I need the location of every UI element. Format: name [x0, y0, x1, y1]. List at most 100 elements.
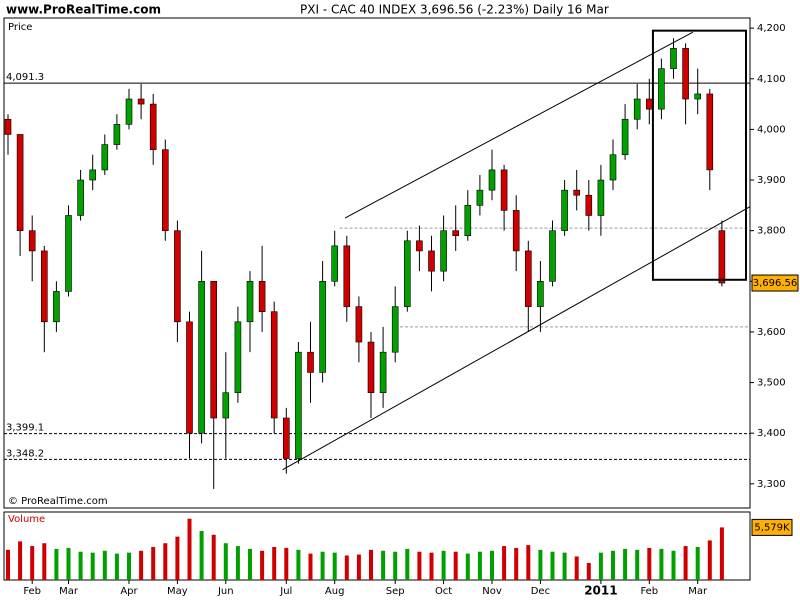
- candle-body: [331, 245, 339, 282]
- volume-bar: [707, 540, 712, 580]
- volume-bar: [611, 550, 615, 580]
- highlight-box: [651, 29, 747, 281]
- x-tick-label: Mar: [688, 586, 708, 597]
- candle-body: [645, 98, 653, 110]
- candle-body: [295, 351, 302, 459]
- x-tick-label: Sep: [386, 586, 405, 597]
- volume-bar: [465, 553, 470, 580]
- candle-body: [609, 154, 617, 181]
- x-tick-label: Aug: [325, 586, 345, 597]
- volume-bar: [719, 527, 724, 580]
- candle-body: [186, 321, 193, 434]
- candle-body: [512, 210, 520, 252]
- candle-body: [585, 194, 593, 216]
- candle-body: [549, 230, 556, 282]
- volume-bar: [102, 550, 107, 580]
- candle-body: [174, 230, 181, 323]
- last-price-label: 3,696.56: [753, 278, 798, 289]
- candle-body: [403, 240, 411, 307]
- volume-bar: [6, 549, 10, 580]
- volume-bar: [54, 548, 59, 580]
- y-tick-label: 4,000: [757, 124, 786, 135]
- volume-label: Volume: [8, 514, 45, 525]
- volume-bar: [441, 550, 446, 580]
- volume-bar: [308, 553, 313, 580]
- volume-bar: [647, 547, 652, 580]
- candle-body: [621, 118, 629, 156]
- trendline: [282, 206, 750, 471]
- volume-bar: [356, 554, 361, 580]
- y-tick-label: 4,100: [757, 74, 786, 85]
- x-tick-label: May: [167, 586, 188, 597]
- candle-body: [319, 280, 326, 373]
- volume-bar: [175, 536, 180, 580]
- candle-body: [101, 144, 109, 171]
- volume-bar: [199, 530, 204, 580]
- volume-bar: [30, 546, 35, 580]
- volume-bar: [163, 543, 168, 580]
- site-name: www.ProRealTime.com: [6, 3, 161, 17]
- x-tick-label: Apr: [120, 586, 138, 597]
- candle-body: [537, 280, 544, 307]
- volume-bar: [127, 552, 131, 580]
- volume-bar: [187, 518, 192, 580]
- volume-bar: [369, 549, 373, 580]
- volume-bar: [78, 551, 83, 580]
- level-label: 3,399.1: [6, 423, 44, 434]
- volume-bar: [151, 547, 156, 580]
- volume-frame: [3, 511, 751, 581]
- x-tick-label: Oct: [435, 586, 452, 597]
- candle-body: [391, 306, 399, 353]
- y-tick-label: 3,900: [757, 175, 786, 186]
- candle-body: [440, 230, 447, 272]
- candle-body: [597, 179, 605, 216]
- volume-bar: [272, 547, 277, 580]
- x-tick-label: Dec: [531, 586, 550, 597]
- y-tick-label: 3,400: [757, 428, 786, 439]
- candle-body: [270, 311, 278, 419]
- volume-bar: [502, 546, 507, 580]
- candle-body: [53, 291, 60, 323]
- level-label: 3,348.2: [6, 448, 44, 459]
- volume-bar: [598, 552, 603, 580]
- volume-bar: [344, 555, 349, 580]
- candle-body: [379, 351, 387, 393]
- volume-bar: [405, 548, 410, 580]
- y-tick-label: 3,500: [757, 378, 786, 389]
- volume-bar: [235, 546, 240, 580]
- candle-body: [40, 250, 48, 323]
- candle-body: [416, 240, 423, 252]
- candle-body: [573, 189, 581, 196]
- chart-title: PXI - CAC 40 INDEX 3,696.56 (-2.23%) Dai…: [300, 3, 609, 17]
- candle-body: [682, 48, 689, 100]
- last-volume-box: [751, 518, 793, 536]
- volume-bar: [223, 543, 228, 580]
- candle-body: [464, 205, 472, 237]
- volume-bar: [550, 551, 555, 580]
- volume-bar: [683, 546, 688, 580]
- volume-bar: [393, 551, 398, 580]
- volume-bar: [66, 547, 71, 580]
- candle-body: [718, 230, 726, 284]
- volume-bar: [671, 550, 676, 580]
- candle-body: [198, 280, 205, 434]
- copyright: © ProRealTime.com: [8, 496, 108, 507]
- volume-bar: [211, 534, 216, 580]
- candle-body: [113, 124, 121, 145]
- trendline: [344, 31, 694, 219]
- y-tick-label: 3,300: [757, 479, 786, 490]
- last-volume-label: 5,579K: [754, 522, 790, 533]
- x-tick-label: 2011: [584, 584, 617, 598]
- volume-bar: [695, 547, 700, 580]
- volume-bar: [562, 552, 567, 580]
- volume-bar: [477, 551, 482, 580]
- candle-body: [210, 280, 217, 419]
- volume-bar: [284, 547, 289, 580]
- x-tick-label: Mar: [59, 586, 79, 597]
- volume-bar: [248, 548, 252, 580]
- volume-bar: [114, 553, 119, 580]
- candle-body: [137, 98, 145, 105]
- volume-bar: [417, 551, 422, 580]
